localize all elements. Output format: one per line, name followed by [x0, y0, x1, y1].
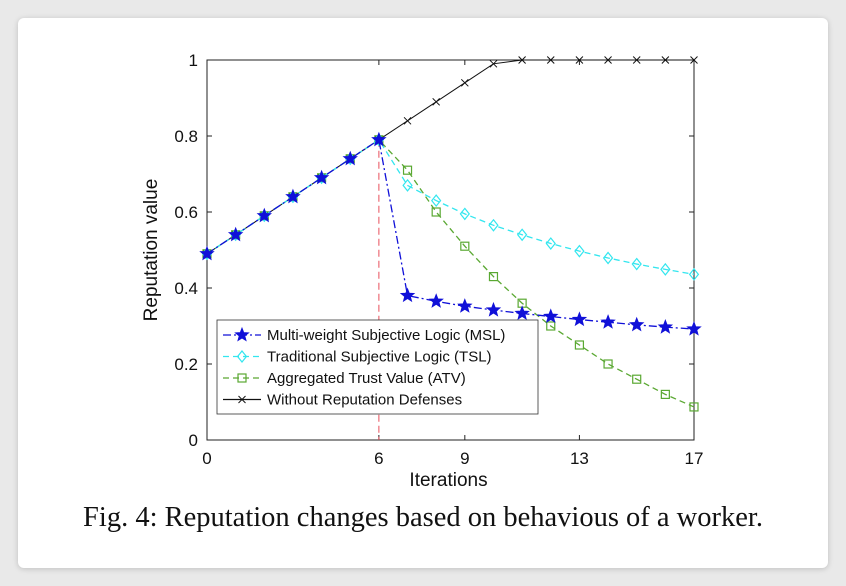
legend-label: Traditional Subjective Logic (TSL) [267, 349, 492, 366]
legend-marker [237, 373, 247, 383]
legend-marker [236, 350, 248, 363]
axes: 0 6 9 13 17 0 0.2 0.4 0.6 0.8 1 Iterations Reputatio… [141, 51, 703, 491]
x-marker-stroke [604, 56, 612, 64]
data-point [574, 244, 585, 258]
data-point [399, 287, 416, 303]
data-point [686, 320, 702, 336]
data-point [602, 251, 614, 265]
data-point [488, 218, 499, 232]
figure-caption: Fig. 4: Reputation changes based on beha… [83, 502, 763, 533]
legend-label: Without Reputation Defenses [267, 392, 462, 409]
data-point [688, 267, 700, 281]
x-marker-stroke [661, 56, 670, 64]
series-line [206, 138, 695, 330]
x-marker-stroke [690, 56, 698, 64]
x-tick-label: 0 [202, 449, 211, 468]
data-point [689, 402, 699, 412]
y-tick-label: 0.4 [174, 279, 198, 298]
data-point [313, 169, 330, 185]
data-point [690, 56, 698, 64]
data-point [628, 316, 645, 332]
legend-box [216, 319, 539, 415]
data-point [459, 207, 470, 221]
data-point [199, 245, 215, 261]
data-point [285, 188, 301, 204]
legend-marker [234, 326, 250, 342]
x-axis-label: Iterations [409, 470, 487, 491]
data-point [631, 257, 642, 271]
legend-marker [238, 395, 246, 404]
data-point [516, 228, 528, 242]
data-point [402, 165, 413, 175]
x-tick-label: 13 [570, 449, 589, 468]
data-point [256, 207, 273, 223]
data-point [514, 305, 530, 321]
data-point [632, 56, 641, 64]
legend-entry: Multi-weight Subjective Logic (MSL) [223, 326, 505, 344]
x-marker-stroke [632, 56, 641, 64]
data-point [660, 262, 671, 276]
data-point [545, 237, 556, 251]
data-point [575, 56, 584, 64]
data-point [227, 226, 244, 242]
x-marker-stroke [403, 116, 412, 125]
x-marker-stroke [546, 56, 555, 64]
data-point [661, 56, 670, 64]
x-tick-label: 9 [460, 449, 469, 468]
data-point [543, 308, 559, 324]
legend: Multi-weight Subjective Logic (MSL) Tradi… [216, 319, 539, 415]
x-marker-stroke [489, 59, 498, 68]
x-tick-label: 6 [374, 449, 383, 468]
data-point [431, 207, 441, 217]
data-point [489, 59, 498, 68]
x-marker-stroke [518, 56, 526, 64]
data-point [660, 389, 670, 399]
data-point [428, 293, 444, 308]
x-marker-stroke [460, 78, 469, 87]
x-marker-stroke [238, 395, 246, 404]
data-point [604, 56, 612, 64]
data-point [574, 340, 585, 350]
legend-entry: Without Reputation Defenses [223, 392, 462, 409]
data-point [546, 56, 555, 64]
data-point [431, 194, 442, 208]
data-point [518, 56, 526, 64]
data-point [488, 272, 499, 282]
y-tick-label: 0 [189, 431, 198, 450]
legend-entry: Aggregated Trust Value (ATV) [223, 370, 466, 387]
legend-label: Aggregated Trust Value (ATV) [267, 370, 466, 387]
x-marker-stroke [432, 97, 441, 106]
line-chart: 0 6 9 13 17 0 0.2 0.4 0.6 0.8 1 Iterations Reputatio… [141, 51, 703, 491]
data-point [460, 78, 469, 87]
data-point [457, 298, 473, 313]
data-point [432, 97, 441, 106]
x-marker-stroke [575, 56, 584, 64]
y-axis-label: Reputation value [141, 179, 162, 322]
legend-label: Multi-weight Subjective Logic (MSL) [267, 327, 505, 344]
series-layer [199, 56, 702, 440]
data-point [403, 116, 412, 125]
data-point [600, 314, 616, 329]
data-point [603, 359, 613, 369]
data-point [402, 178, 413, 192]
data-point [342, 150, 358, 166]
data-point [571, 311, 588, 327]
series-line [206, 138, 695, 408]
y-tick-label: 0.6 [174, 203, 198, 222]
data-point [460, 241, 470, 251]
y-tick-label: 0.2 [174, 355, 198, 374]
y-tick-label: 0.8 [174, 127, 198, 146]
data-point [657, 319, 674, 334]
legend-entry: Traditional Subjective Logic (TSL) [223, 349, 492, 366]
y-tick-label: 1 [189, 51, 198, 70]
figure-card: 0 6 9 13 17 0 0.2 0.4 0.6 0.8 1 Iterations Reputatio… [18, 18, 828, 568]
series-0 [199, 131, 702, 336]
data-point [371, 131, 387, 147]
data-point [546, 321, 556, 331]
data-point [485, 301, 502, 317]
x-tick-label: 17 [685, 449, 704, 468]
data-point [632, 374, 642, 384]
